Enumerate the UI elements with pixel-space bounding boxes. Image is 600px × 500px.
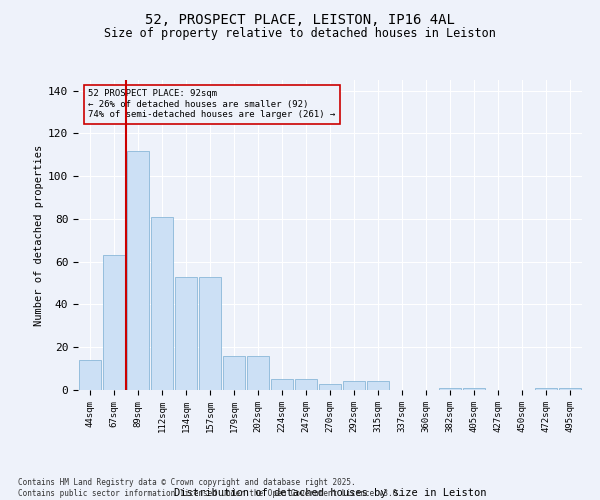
Bar (463, 388, 485, 390)
Bar (199, 276, 221, 390)
Bar (103, 256, 125, 390)
Bar (247, 356, 269, 390)
Bar (559, 388, 581, 390)
Bar (343, 382, 365, 390)
Bar (223, 356, 245, 390)
Text: Contains HM Land Registry data © Crown copyright and database right 2025.
Contai: Contains HM Land Registry data © Crown c… (18, 478, 402, 498)
Bar (151, 217, 173, 390)
Bar (175, 276, 197, 390)
Bar (271, 380, 293, 390)
Y-axis label: Number of detached properties: Number of detached properties (34, 144, 44, 326)
Bar (79, 360, 101, 390)
Text: 52, PROSPECT PLACE, LEISTON, IP16 4AL: 52, PROSPECT PLACE, LEISTON, IP16 4AL (145, 12, 455, 26)
Bar (319, 384, 341, 390)
Bar (367, 382, 389, 390)
Bar (439, 388, 461, 390)
Text: Size of property relative to detached houses in Leiston: Size of property relative to detached ho… (104, 28, 496, 40)
Bar (295, 380, 317, 390)
Bar (127, 150, 149, 390)
Bar (535, 388, 557, 390)
X-axis label: Distribution of detached houses by size in Leiston: Distribution of detached houses by size … (174, 488, 486, 498)
Text: 52 PROSPECT PLACE: 92sqm
← 26% of detached houses are smaller (92)
74% of semi-d: 52 PROSPECT PLACE: 92sqm ← 26% of detach… (88, 90, 335, 119)
